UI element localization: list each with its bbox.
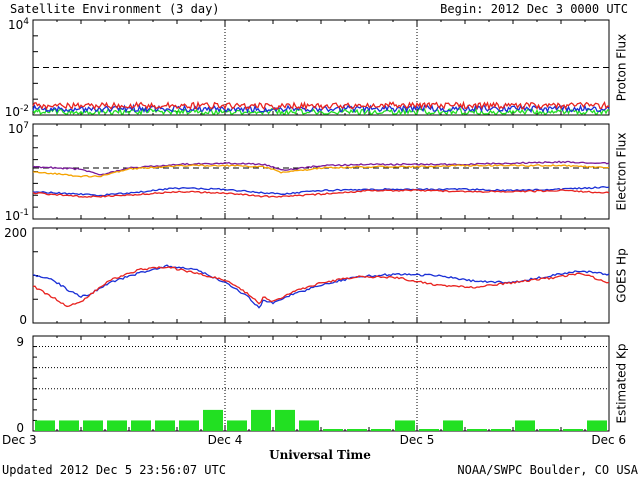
panel-frame-2: [33, 228, 609, 323]
kp-bar: [587, 420, 607, 431]
x-tick-label: Dec 6: [591, 433, 626, 447]
kp-bar: [35, 420, 55, 431]
panel-ylabel: Estimated Kp: [615, 344, 629, 424]
kp-bar: [563, 429, 583, 431]
kp-bar: [515, 420, 535, 431]
kp-bar: [227, 420, 247, 431]
kp-bar: [59, 420, 79, 431]
kp-bar: [107, 420, 127, 431]
kp-bar: [83, 420, 103, 431]
x-tick-label: Dec 3: [2, 433, 37, 447]
kp-bar: [155, 420, 175, 431]
x-tick-label: Dec 4: [208, 433, 243, 447]
kp-bar: [323, 429, 343, 431]
panel-ylabel: Proton Flux: [615, 34, 629, 101]
hp-series-red: [33, 267, 609, 307]
x-axis-title: Universal Time: [269, 448, 371, 462]
kp-bar: [275, 410, 295, 431]
kp-bar: [347, 429, 367, 431]
y-tick-label: 200: [4, 226, 27, 240]
credit: NOAA/SWPC Boulder, CO USA: [457, 463, 638, 477]
kp-bar: [299, 420, 319, 431]
kp-bar: [395, 420, 415, 431]
x-tick-label: Dec 5: [400, 433, 435, 447]
panel-ylabel: Electron Flux: [615, 133, 629, 211]
panel-ylabel: GOES Hp: [615, 248, 629, 302]
y-tick-label: 104: [8, 17, 29, 32]
kp-bar: [491, 429, 511, 431]
y-tick-label: 107: [8, 121, 29, 136]
y-tick-label: 10-1: [5, 208, 29, 223]
kp-bar: [443, 420, 463, 431]
kp-bar: [467, 429, 487, 431]
panel-frame-3: [33, 336, 609, 431]
kp-bar: [251, 410, 271, 431]
hp-series-blue: [33, 265, 609, 308]
kp-bar: [419, 429, 439, 431]
kp-bar: [131, 420, 151, 431]
y-tick-label: 9: [16, 335, 24, 349]
kp-bar: [539, 429, 559, 431]
y-tick-label: 0: [19, 313, 27, 327]
updated-time: Updated 2012 Dec 5 23:56:07 UTC: [2, 463, 226, 477]
kp-bar: [179, 420, 199, 431]
panel-frame-0: [33, 20, 609, 115]
y-tick-label: 10-2: [5, 104, 29, 119]
kp-bar: [371, 429, 391, 431]
kp-bar: [203, 410, 223, 431]
